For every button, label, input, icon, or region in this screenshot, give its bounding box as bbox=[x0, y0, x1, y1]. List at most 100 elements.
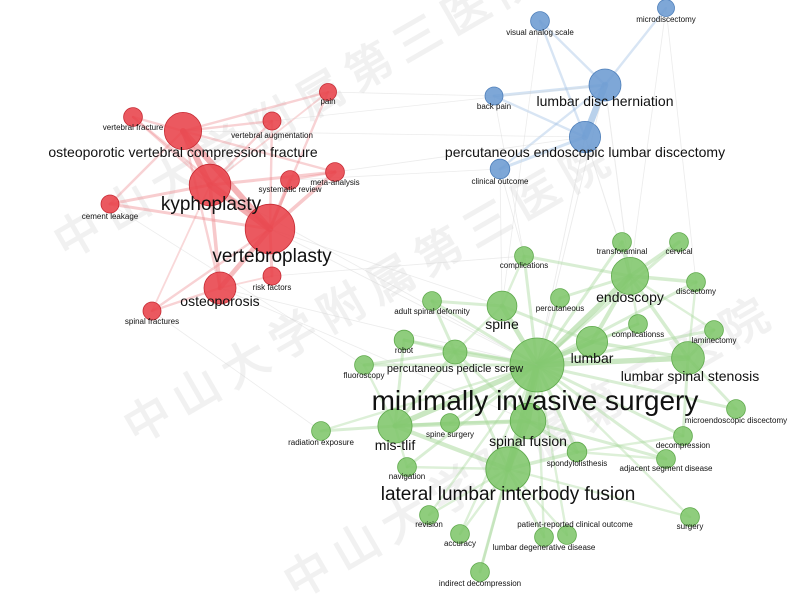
node-adult-spinal-deformity[interactable] bbox=[422, 291, 442, 311]
label-percutaneous: percutaneous bbox=[536, 304, 584, 313]
node-endoscopy[interactable] bbox=[611, 256, 650, 295]
node-lumbar[interactable] bbox=[576, 325, 609, 358]
node-meta-analysis[interactable] bbox=[325, 162, 345, 182]
label-cervical: cervical bbox=[665, 247, 692, 256]
node-surgery[interactable] bbox=[680, 507, 700, 527]
node-complications[interactable] bbox=[514, 246, 534, 266]
node-lumbar-degenerative-disease[interactable] bbox=[534, 527, 554, 547]
label-osteoporosis: osteoporosis bbox=[180, 293, 259, 309]
label-discectomy: discectomy bbox=[676, 287, 716, 296]
label-complicationss: complicationss bbox=[612, 330, 664, 339]
node-decompression[interactable] bbox=[673, 426, 693, 446]
node-systematic-review[interactable] bbox=[280, 170, 300, 190]
edge-risk-factors--complications bbox=[271, 255, 525, 277]
label-lateral-lumbar-interbody-fusion: lateral lumbar interbody fusion bbox=[381, 484, 636, 505]
node-vertebral-augmentation[interactable] bbox=[262, 111, 282, 131]
edge-minimally-invasive-surgery--cervical bbox=[535, 240, 681, 367]
label-osteoporotic-vertebral-compression-fracture: osteoporotic vertebral compression fract… bbox=[48, 144, 317, 160]
edge-visual-analog-scale--spine bbox=[501, 20, 541, 307]
label-transforaminal: transforaminal bbox=[597, 247, 648, 256]
edge-osteoporotic-vertebral-compression-fracture--osteoporosis bbox=[181, 129, 222, 290]
node-lumbar-spinal-stenosis[interactable] bbox=[671, 341, 705, 375]
node-accuracy[interactable] bbox=[450, 524, 470, 544]
node-kyphoplasty[interactable] bbox=[188, 163, 232, 207]
edge-minimally-invasive-surgery--radiation-exposure bbox=[319, 363, 539, 433]
node-mis-tlif[interactable] bbox=[377, 408, 413, 444]
node-clinical-outcome[interactable] bbox=[489, 158, 511, 180]
node-laminectomy[interactable] bbox=[704, 320, 724, 340]
node-lateral-lumbar-interbody-fusion[interactable] bbox=[485, 446, 531, 492]
edge-percutaneous-pedicle-screw--fluoroscopy bbox=[362, 350, 457, 367]
node-spondylolisthesis[interactable] bbox=[566, 441, 588, 463]
edge-kyphoplasty--pain bbox=[209, 91, 329, 186]
nodes-layer bbox=[100, 0, 746, 582]
edge-lumbar-disc-herniation--clinical-outcome bbox=[498, 83, 607, 171]
node-vertebroplasty[interactable] bbox=[244, 203, 296, 255]
edge-osteoporosis--minimally-invasive-surgery bbox=[219, 287, 538, 366]
node-vertebral-fracture[interactable] bbox=[123, 107, 143, 127]
node-cervical[interactable] bbox=[669, 232, 689, 252]
node-transforaminal[interactable] bbox=[612, 232, 632, 252]
node-fluoroscopy[interactable] bbox=[354, 355, 374, 375]
node-robot[interactable] bbox=[393, 329, 415, 351]
node-osteoporosis[interactable] bbox=[203, 271, 237, 305]
node-radiation-exposure[interactable] bbox=[311, 421, 331, 441]
edge-pain--back-pain bbox=[327, 91, 495, 97]
label-accuracy: accuracy bbox=[444, 539, 476, 548]
node-microdiscectomy[interactable] bbox=[657, 0, 675, 17]
node-adjacent-segment-disease[interactable] bbox=[656, 449, 676, 469]
edge-vertebral-augmentation--lumbar-disc-herniation bbox=[271, 84, 606, 122]
node-spinal-fusion[interactable] bbox=[509, 402, 547, 440]
node-cement-leakage[interactable] bbox=[100, 194, 120, 214]
edge-clinical-outcome--spine bbox=[499, 168, 503, 307]
node-risk-factors[interactable] bbox=[262, 266, 282, 286]
edge-spinal-fusion--mis-tlif bbox=[392, 418, 531, 429]
label-spine: spine bbox=[485, 316, 519, 332]
edge-minimally-invasive-surgery--navigation bbox=[405, 363, 539, 469]
edge-minimally-invasive-surgery--revision bbox=[427, 363, 539, 517]
node-percutaneous-endoscopic-lumbar-discectomy[interactable] bbox=[569, 121, 602, 154]
edge-spinal-fusion--adjacent-segment-disease bbox=[526, 419, 668, 461]
node-percutaneous-pedicle-screw[interactable] bbox=[442, 339, 468, 365]
edge-lumbar--spine bbox=[500, 304, 594, 344]
node-indirect-decompression[interactable] bbox=[470, 562, 490, 582]
label-meta-analysis: meta-analysis bbox=[310, 178, 359, 187]
label-laminectomy: laminectomy bbox=[692, 336, 737, 345]
edge-osteoporotic-vertebral-compression-fracture--percutaneous-endoscopic-lumbar-discectomy bbox=[182, 130, 586, 138]
node-visual-analog-scale[interactable] bbox=[530, 11, 550, 31]
edge-clinical-outcome--complications bbox=[499, 168, 525, 257]
edge-osteoporosis--spinal-fusion bbox=[219, 287, 529, 422]
node-revision[interactable] bbox=[419, 505, 439, 525]
label-lumbar: lumbar bbox=[571, 350, 614, 366]
edge-microdiscectomy--endoscopy bbox=[629, 7, 667, 277]
edge-osteoporotic-vertebral-compression-fracture--pain bbox=[181, 90, 330, 133]
edge-osteoporotic-vertebral-compression-fracture--meta-analysis bbox=[181, 129, 337, 174]
edge-spondylolisthesis--adjacent-segment-disease bbox=[575, 450, 668, 461]
label-indirect-decompression: indirect decompression bbox=[439, 579, 521, 588]
node-lumbar-disc-herniation[interactable] bbox=[588, 68, 622, 102]
node-patient-reported-clinical-outcome[interactable] bbox=[557, 525, 577, 545]
node-spine-surgery[interactable] bbox=[440, 413, 460, 433]
node-back-pain[interactable] bbox=[484, 86, 504, 106]
node-microendoscopic-discectomy[interactable] bbox=[726, 399, 746, 419]
label-vertebroplasty: vertebroplasty bbox=[212, 246, 332, 267]
label-microendoscopic-discectomy: microendoscopic discectomy bbox=[685, 416, 787, 425]
node-discectomy[interactable] bbox=[686, 272, 706, 292]
edge-vertebroplasty--cement-leakage bbox=[108, 202, 272, 231]
node-percutaneous[interactable] bbox=[550, 288, 570, 308]
node-minimally-invasive-surgery[interactable] bbox=[509, 337, 565, 393]
node-spine[interactable] bbox=[486, 290, 518, 322]
node-navigation[interactable] bbox=[397, 457, 417, 477]
label-surgery: surgery bbox=[677, 522, 704, 531]
node-pain[interactable] bbox=[319, 83, 337, 101]
edge-spinal-fractures--radiation-exposure bbox=[151, 310, 322, 432]
node-complicationss[interactable] bbox=[628, 314, 648, 334]
edge-vertebroplasty--spine bbox=[269, 228, 503, 307]
label-percutaneous-pedicle-screw: percutaneous pedicle screw bbox=[387, 363, 523, 375]
node-spinal-fractures[interactable] bbox=[142, 301, 162, 321]
label-adjacent-segment-disease: adjacent segment disease bbox=[620, 464, 714, 473]
label-vertebral-augmentation: vertebral augmentation bbox=[231, 131, 313, 140]
node-osteoporotic-vertebral-compression-fracture[interactable] bbox=[163, 112, 202, 151]
